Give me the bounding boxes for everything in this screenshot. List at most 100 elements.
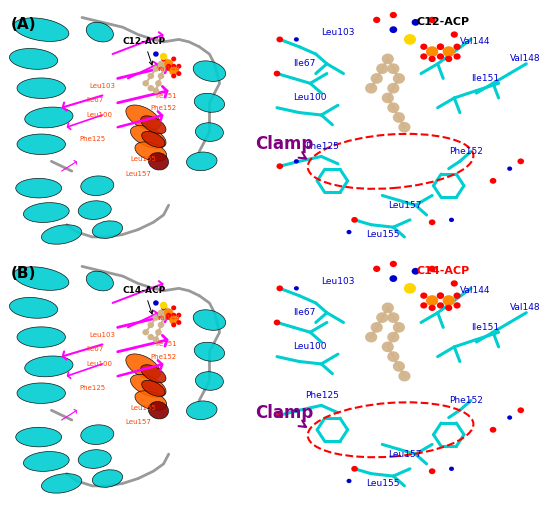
Circle shape [393,73,405,84]
Circle shape [437,293,444,299]
Ellipse shape [187,401,217,420]
Ellipse shape [16,427,61,447]
Ellipse shape [126,354,161,379]
Circle shape [451,31,458,38]
Ellipse shape [187,152,217,171]
Ellipse shape [130,374,166,397]
Circle shape [171,313,176,318]
Circle shape [294,37,299,42]
Circle shape [152,336,159,343]
Circle shape [387,83,399,93]
Circle shape [437,302,444,308]
Circle shape [152,314,159,321]
Circle shape [373,266,381,272]
Circle shape [382,341,394,352]
Ellipse shape [16,178,61,198]
Circle shape [160,314,167,321]
Circle shape [371,322,383,333]
Circle shape [160,66,167,72]
Ellipse shape [135,142,167,161]
Text: Val144: Val144 [157,314,181,321]
Text: C12-ACP: C12-ACP [123,37,166,65]
Ellipse shape [135,391,167,410]
Circle shape [176,71,181,76]
Circle shape [429,305,436,311]
Circle shape [163,307,170,313]
Text: (B): (B) [11,266,36,281]
Text: Phe125: Phe125 [79,136,105,142]
Ellipse shape [23,452,69,471]
Circle shape [147,73,154,79]
Ellipse shape [17,134,65,154]
Text: Phe152: Phe152 [449,396,483,405]
Circle shape [507,167,512,171]
Text: Leu103: Leu103 [321,27,355,37]
Ellipse shape [78,450,111,468]
Ellipse shape [141,116,166,134]
Circle shape [153,300,158,306]
Circle shape [365,83,377,93]
Ellipse shape [13,267,69,291]
Text: Ile151: Ile151 [471,74,499,83]
Ellipse shape [194,342,224,361]
Circle shape [449,466,454,471]
Circle shape [449,217,454,222]
Text: Ile67: Ile67 [294,59,316,68]
Circle shape [158,322,165,328]
Text: Clamp: Clamp [255,403,313,427]
Ellipse shape [196,372,223,390]
Circle shape [404,283,416,294]
Text: Leu157: Leu157 [125,171,151,177]
Text: Leu103: Leu103 [321,276,355,285]
Circle shape [171,74,176,78]
Ellipse shape [81,176,114,196]
Circle shape [387,102,399,113]
Ellipse shape [193,61,225,81]
Circle shape [437,44,444,50]
Circle shape [365,332,377,342]
Circle shape [171,64,176,69]
Circle shape [451,280,458,287]
Circle shape [376,312,388,323]
Circle shape [429,266,436,272]
Circle shape [176,64,181,69]
Text: C14-ACP: C14-ACP [417,266,470,276]
Circle shape [507,416,512,420]
Circle shape [171,305,176,310]
Circle shape [445,305,452,311]
Ellipse shape [126,105,161,130]
Text: Leu100: Leu100 [294,342,327,352]
Ellipse shape [17,78,65,99]
Ellipse shape [93,470,122,487]
Circle shape [155,329,162,335]
Circle shape [490,178,496,184]
Text: Ile151: Ile151 [471,323,499,332]
Text: Phe152: Phe152 [151,354,177,360]
Circle shape [152,66,159,72]
Circle shape [437,293,444,299]
Text: Val144: Val144 [157,66,181,72]
Circle shape [147,334,154,340]
Text: Val144: Val144 [460,38,490,46]
Circle shape [164,308,173,317]
Text: C14-ACP: C14-ACP [123,286,166,314]
Circle shape [376,64,388,74]
Circle shape [382,92,394,103]
Ellipse shape [25,356,73,377]
Ellipse shape [81,425,114,444]
Circle shape [454,44,461,50]
Text: Leu155: Leu155 [130,156,156,162]
Circle shape [393,361,405,372]
Circle shape [351,217,358,223]
Ellipse shape [23,203,69,223]
Text: (A): (A) [11,17,36,33]
Circle shape [387,332,399,342]
Circle shape [160,302,167,309]
Circle shape [161,56,166,61]
Circle shape [155,80,162,86]
Ellipse shape [9,298,58,318]
Text: Val144: Val144 [460,287,490,295]
Circle shape [161,305,166,310]
Circle shape [166,315,171,320]
Circle shape [351,466,358,472]
